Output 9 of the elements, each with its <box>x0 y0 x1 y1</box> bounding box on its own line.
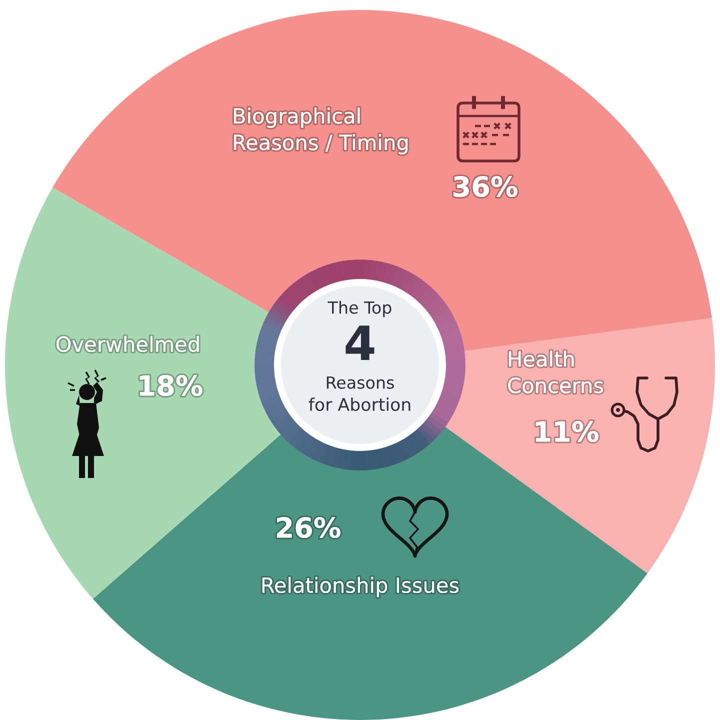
data-label: 11% <box>536 421 598 442</box>
data-label: 18% <box>140 375 202 396</box>
data-label: 36% <box>454 176 518 198</box>
slice-label: Overwhelmed <box>56 336 199 352</box>
slice-label: Biographical Reasons / Timing <box>234 108 408 154</box>
text: The Top 4 Reasons for Abortion <box>308 300 410 412</box>
slice-label: Relationship Issues <box>262 576 459 598</box>
slice-label: Health Concerns <box>508 350 604 394</box>
data-label: 26% <box>276 517 340 538</box>
